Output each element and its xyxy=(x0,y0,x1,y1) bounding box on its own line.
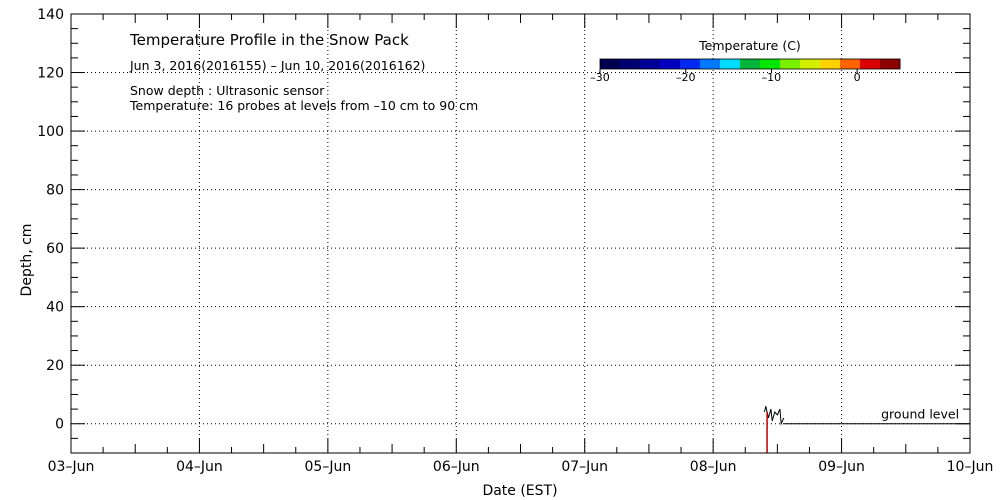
colorbar-ticks: –30 –20 –10 0 xyxy=(590,69,861,84)
grid xyxy=(71,14,970,453)
colorbar-swatch xyxy=(860,59,881,69)
ticks xyxy=(70,13,971,454)
colorbar-swatch xyxy=(640,59,661,69)
chart-title: Temperature Profile in the Snow Pack xyxy=(129,31,409,49)
y-tick-label: 140 xyxy=(37,7,64,23)
y-tick-label: 60 xyxy=(46,241,64,257)
colorbar-frame xyxy=(599,58,901,70)
colorbar-tick-label: –10 xyxy=(762,71,782,84)
colorbar-swatch xyxy=(780,59,801,69)
y-tick-label: 100 xyxy=(37,124,64,140)
x-tick-label: 04–Jun xyxy=(176,459,223,475)
colorbar-swatch xyxy=(680,59,701,69)
colorbar-tick-label: –20 xyxy=(676,71,696,84)
colorbar-swatch xyxy=(600,59,621,69)
y-tick-label: 20 xyxy=(46,358,64,374)
x-tick-label: 03–Jun xyxy=(48,459,95,475)
series-layer xyxy=(764,406,970,453)
note-snow-depth: Snow depth : Ultrasonic sensor xyxy=(130,83,325,98)
x-tick-label: 08–Jun xyxy=(690,459,737,475)
y-axis-title: Depth, cm xyxy=(19,224,35,297)
colorbar-swatch xyxy=(880,59,901,69)
x-tick-label: 09–Jun xyxy=(818,459,865,475)
colorbar-swatch xyxy=(720,59,741,69)
colorbar-swatch xyxy=(840,59,861,69)
colorbar-title: Temperature (C) xyxy=(698,38,801,53)
colorbar-swatch xyxy=(820,59,841,69)
x-tick-label: 06–Jun xyxy=(433,459,480,475)
y-tick-label: 40 xyxy=(46,300,64,316)
y-tick-label: 120 xyxy=(37,66,64,82)
y-tick-label: 0 xyxy=(55,417,64,433)
date-range: Jun 3, 2016(2016155) – Jun 10, 2016(2016… xyxy=(129,58,425,73)
y-tick-label: 80 xyxy=(46,183,64,199)
x-axis-title: Date (EST) xyxy=(482,483,557,499)
colorbar-swatches xyxy=(599,58,901,70)
colorbar-swatch xyxy=(760,59,781,69)
colorbar-tick-label: –30 xyxy=(590,71,610,84)
colorbar-swatch xyxy=(660,59,681,69)
colorbar-swatch xyxy=(740,59,761,69)
tick-labels: 03–Jun 04–Jun 05–Jun 06–Jun 07–Jun 08–Jun 09–J… xyxy=(37,7,993,475)
note-temperature: Temperature: 16 probes at levels from –1… xyxy=(129,98,478,113)
colorbar-swatch xyxy=(800,59,821,69)
colorbar-swatch xyxy=(620,59,641,69)
annotations: ground level xyxy=(881,407,959,422)
ground-level-label: ground level xyxy=(881,407,959,422)
x-tick-label: 05–Jun xyxy=(305,459,352,475)
colorbar-swatch xyxy=(700,59,721,69)
colorbar-tick-label: 0 xyxy=(854,71,861,84)
x-tick-label: 07–Jun xyxy=(561,459,608,475)
x-tick-label: 10–Jun xyxy=(947,459,994,475)
plot-frame xyxy=(70,13,971,454)
colorbar: Temperature (C) –30 –20 –10 0 xyxy=(590,38,901,84)
